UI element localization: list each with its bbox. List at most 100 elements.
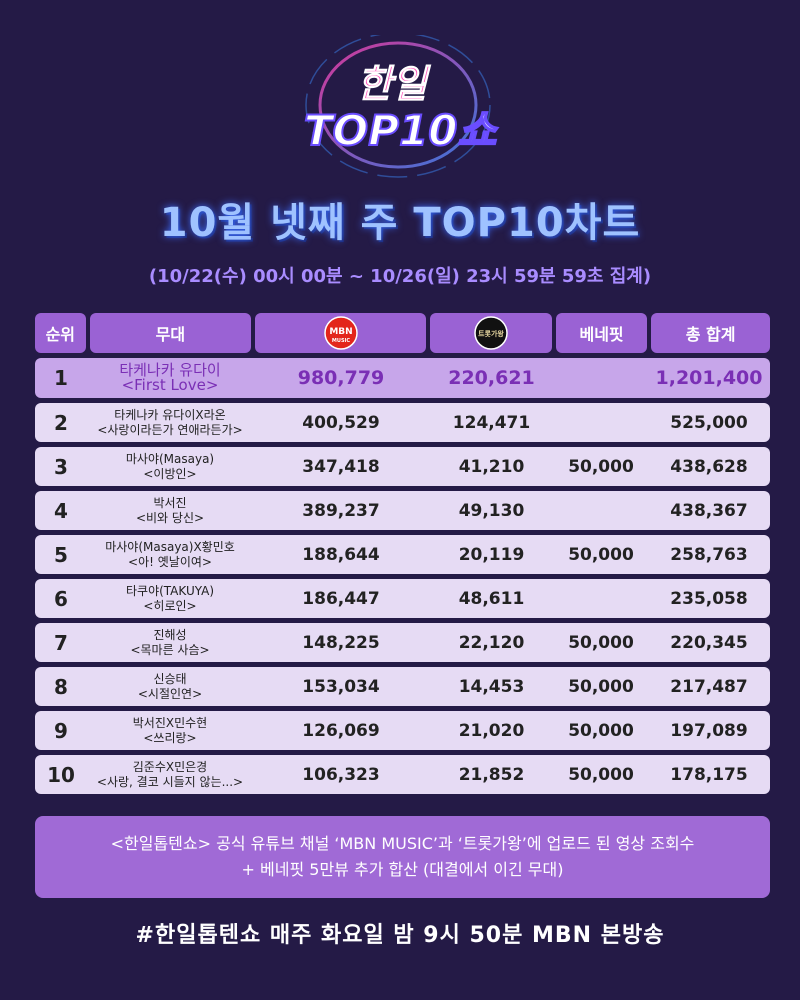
- total-cell: 178,175: [670, 764, 748, 785]
- rank-cell: 6: [54, 586, 68, 611]
- broadcast-info: #한일톱텐쇼 매주 화요일 밤 9시 50분 MBN 본방송: [135, 923, 665, 948]
- total-cell: 1,201,400: [655, 367, 763, 389]
- stage-song: <사랑이라든가 연애라든가>: [97, 422, 243, 437]
- rank-cell: 4: [54, 498, 68, 523]
- mbn-views-cell: 148,225: [302, 632, 380, 653]
- benefit-cell: 50,000: [568, 456, 634, 477]
- stage-cell: 박서진 <비와 당신>: [87, 491, 253, 530]
- header-benefit: 베네핏: [555, 313, 648, 353]
- table-row: 9 박서진X민수현 <쓰리랑> 126,069 21,020 50,000 197,089: [35, 711, 770, 750]
- rank-cell: 10: [47, 762, 75, 787]
- table-header-row: 순위 무대 MBN MUSIC 트롯가왕 베네핏 총 합계: [35, 313, 770, 353]
- footnote-line1: <한일톱텐쇼> 공식 유튜브 채널 ‘MBN MUSIC’과 ‘트롯가왕’에 업…: [110, 834, 695, 853]
- stage-song: <시절인연>: [137, 686, 203, 701]
- mbn-views-cell: 153,034: [302, 676, 380, 697]
- mbn-music-logo-icon: MBN MUSIC: [323, 316, 358, 350]
- stage-performer: 타쿠야(TAKUYA): [125, 583, 215, 598]
- table-row: 6 타쿠야(TAKUYA) <히로인> 186,447 48,611 235,058: [35, 579, 770, 618]
- benefit-cell: 50,000: [568, 764, 634, 785]
- stage-cell: 박서진X민수현 <쓰리랑>: [87, 711, 253, 750]
- svg-text:트롯가왕: 트롯가왕: [478, 329, 504, 338]
- rank-cell: 3: [54, 454, 68, 479]
- benefit-cell: [554, 403, 648, 442]
- stage-song: <히로인>: [143, 598, 197, 613]
- benefit-cell: 50,000: [568, 632, 634, 653]
- trot-views-cell: 20,119: [458, 544, 525, 565]
- stage-song: <목마른 사슴>: [130, 642, 210, 657]
- total-cell: 438,628: [670, 456, 748, 477]
- rank-cell: 8: [54, 674, 68, 699]
- header-rank: 순위: [35, 313, 86, 353]
- trot-views-cell: 41,210: [458, 456, 525, 477]
- footnote-box: <한일톱텐쇼> 공식 유튜브 채널 ‘MBN MUSIC’과 ‘트롯가왕’에 업…: [35, 816, 770, 898]
- stage-cell: 마사야(Masaya) <이방인>: [87, 447, 253, 486]
- stage-performer: 신승태: [153, 671, 187, 686]
- trot-king-logo-icon: 트롯가왕: [474, 316, 508, 350]
- table-row: 1 타케나카 유다이 <First Love> 980,779 220,621 1,201…: [35, 358, 770, 398]
- stage-performer: 박서진X민수현: [132, 715, 208, 730]
- trot-views-cell: 124,471: [452, 412, 531, 433]
- footnote-line2: + 베네핏 5만뷰 추가 합산 (대결에서 이긴 무대): [241, 860, 564, 879]
- total-cell: 220,345: [670, 632, 748, 653]
- stage-cell: 타쿠야(TAKUYA) <히로인>: [87, 579, 253, 618]
- rank-cell: 1: [54, 366, 68, 390]
- benefit-cell: [554, 491, 648, 530]
- table-row: 10 김준수X민은경 <사랑, 결코 시들지 않는...> 106,323 21,852…: [35, 755, 770, 794]
- stage-cell: 타케나카 유다이X라온 <사랑이라든가 연애라든가>: [87, 403, 253, 442]
- benefit-cell: 50,000: [568, 720, 634, 741]
- table-row: 8 신승태 <시절인연> 153,034 14,453 50,000 217,487: [35, 667, 770, 706]
- stage-song: <이방인>: [143, 466, 197, 481]
- trot-views-cell: 48,611: [458, 588, 525, 609]
- total-cell: 258,763: [670, 544, 748, 565]
- total-cell: 235,058: [670, 588, 748, 609]
- aggregation-period: (10/22(수) 00시 00분 ~ 10/26(일) 23시 59분 59초…: [148, 266, 652, 287]
- ranking-table: 순위 무대 MBN MUSIC 트롯가왕 베네핏 총 합계 1 타케나카 유다이 <…: [35, 313, 770, 799]
- stage-performer: 마사야(Masaya)X황민호: [105, 539, 235, 554]
- mbn-views-cell: 186,447: [302, 588, 380, 609]
- total-cell: 217,487: [670, 676, 748, 697]
- stage-performer: 타케나카 유다이X라온: [114, 407, 226, 422]
- table-row: 2 타케나카 유다이X라온 <사랑이라든가 연애라든가> 400,529 124,471…: [35, 403, 770, 442]
- stage-song: <아! 옛날이여>: [128, 554, 212, 569]
- benefit-cell: [554, 358, 648, 398]
- header-trot-king: 트롯가왕: [430, 313, 552, 353]
- trot-views-cell: 49,130: [458, 500, 525, 521]
- table-row: 3 마사야(Masaya) <이방인> 347,418 41,210 50,000 438,…: [35, 447, 770, 486]
- trot-views-cell: 220,621: [448, 367, 535, 389]
- header-total: 총 합계: [651, 313, 770, 353]
- rank-cell: 7: [54, 630, 68, 655]
- table-row: 5 마사야(Masaya)X황민호 <아! 옛날이여> 188,644 20,119 50…: [35, 535, 770, 574]
- chart-headline: 10월 넷째 주 TOP10차트: [159, 200, 641, 246]
- benefit-cell: [554, 579, 648, 618]
- header-mbn-music: MBN MUSIC: [255, 313, 427, 353]
- mbn-views-cell: 126,069: [302, 720, 380, 741]
- stage-song: <사랑, 결코 시들지 않는...>: [96, 774, 244, 789]
- stage-cell: 김준수X민은경 <사랑, 결코 시들지 않는...>: [87, 755, 253, 794]
- table-row: 4 박서진 <비와 당신> 389,237 49,130 438,367: [35, 491, 770, 530]
- stage-performer: 진해성: [153, 627, 187, 642]
- mbn-views-cell: 400,529: [302, 412, 380, 433]
- svg-text:MBN: MBN: [329, 327, 352, 337]
- stage-cell: 진해성 <목마른 사슴>: [87, 623, 253, 662]
- logo-line2: TOP10쇼: [304, 106, 499, 155]
- trot-views-cell: 14,453: [458, 676, 525, 697]
- benefit-cell: 50,000: [568, 544, 634, 565]
- trot-views-cell: 21,852: [458, 764, 525, 785]
- trot-views-cell: 21,020: [458, 720, 525, 741]
- trot-views-cell: 22,120: [458, 632, 525, 653]
- header-stage: 무대: [89, 313, 252, 353]
- stage-song: <비와 당신>: [135, 510, 205, 525]
- show-logo: 한일 TOP10쇼: [303, 35, 499, 178]
- mbn-views-cell: 188,644: [302, 544, 380, 565]
- rank-cell: 9: [54, 718, 68, 743]
- benefit-cell: 50,000: [568, 676, 634, 697]
- svg-text:MUSIC: MUSIC: [332, 338, 350, 344]
- stage-cell: 신승태 <시절인연>: [87, 667, 253, 706]
- stage-cell: 마사야(Masaya)X황민호 <아! 옛날이여>: [87, 535, 253, 574]
- stage-performer: 김준수X민은경: [132, 759, 208, 774]
- stage-cell: 타케나카 유다이 <First Love>: [87, 358, 253, 398]
- total-cell: 197,089: [670, 720, 748, 741]
- rank-cell: 5: [54, 542, 68, 567]
- stage-song: <쓰리랑>: [143, 730, 197, 745]
- total-cell: 525,000: [670, 412, 748, 433]
